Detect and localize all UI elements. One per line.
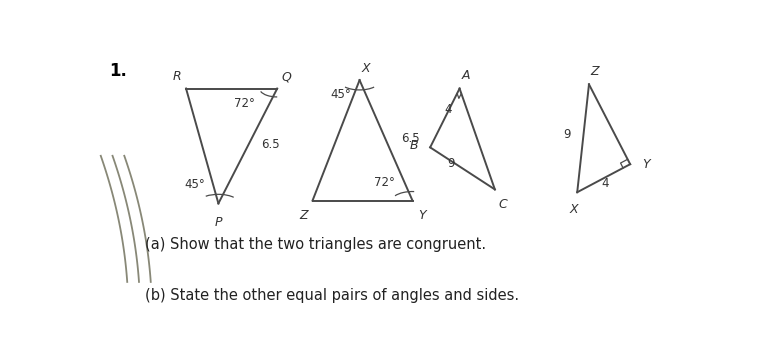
Text: 1.: 1. [109,62,128,80]
Text: Y: Y [418,209,426,222]
Text: 45°: 45° [330,88,351,101]
Text: 45°: 45° [184,178,205,191]
Text: B: B [410,139,418,153]
Text: 4: 4 [445,103,452,116]
Text: Z: Z [299,209,307,222]
Text: 9: 9 [563,128,570,141]
Text: X: X [361,62,370,75]
Text: 6.5: 6.5 [261,138,279,151]
Text: A: A [461,70,470,82]
Text: 9: 9 [447,157,455,170]
Text: R: R [172,71,181,83]
Text: Q: Q [282,71,291,83]
Text: Y: Y [642,158,650,171]
Text: 6.5: 6.5 [401,132,420,145]
Text: Z: Z [591,65,599,78]
Text: P: P [215,216,222,229]
Text: 4: 4 [602,177,609,190]
Text: 72°: 72° [235,97,255,110]
Text: (a) Show that the two triangles are congruent.: (a) Show that the two triangles are cong… [145,237,486,252]
Text: 72°: 72° [374,176,395,189]
Text: C: C [499,198,508,211]
Text: X: X [570,203,578,216]
Text: (b) State the other equal pairs of angles and sides.: (b) State the other equal pairs of angle… [145,288,519,302]
